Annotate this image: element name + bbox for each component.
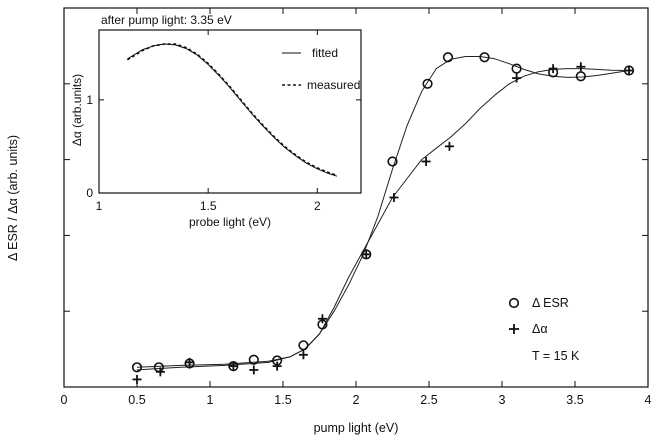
- main-x-tick-label: 3.5: [566, 393, 583, 407]
- esr-data-point: [442, 52, 454, 63]
- main-x-tick-label: 4: [645, 393, 652, 407]
- main-x-tick-label: 2: [353, 393, 360, 407]
- inset-x-axis-label: probe light (eV): [189, 215, 271, 229]
- inset-x-tick-labels: 1 1.5 2: [96, 199, 321, 213]
- alpha-data-point: [444, 141, 454, 151]
- inset-legend: fitted measured: [282, 46, 360, 92]
- alpha-data-point: [185, 357, 195, 367]
- alpha-fit-curve: [136, 68, 630, 371]
- main-x-tick-label: 0: [61, 393, 68, 407]
- inset-y-axis-label: Δα (arb.units): [70, 74, 84, 146]
- main-x-tick-label: 2.5: [420, 393, 437, 407]
- alpha-data-point: [298, 350, 308, 360]
- main-x-tick-label: 0.5: [128, 393, 145, 407]
- legend-label-alpha: Δα: [532, 322, 548, 336]
- main-y-axis-label: Δ ESR / Δα (arb. units): [6, 135, 20, 261]
- alpha-data-point: [228, 361, 238, 371]
- legend-marker-circle: [508, 297, 520, 309]
- main-legend: Δ ESR Δα: [508, 296, 569, 336]
- esr-data-point: [387, 156, 398, 167]
- alpha-data-point: [132, 374, 142, 384]
- inset-y-tick-label: 1: [86, 93, 93, 107]
- esr-data-point: [422, 78, 433, 89]
- esr-data-point: [575, 71, 586, 82]
- inset-x-tick-label: 1.5: [200, 199, 217, 213]
- alpha-data-point: [361, 249, 371, 259]
- legend-label-esr: Δ ESR: [532, 296, 569, 310]
- inset-ticks: [98, 30, 361, 194]
- esr-data-point: [248, 354, 259, 365]
- esr-data-point: [131, 362, 143, 373]
- inset-series-lines: [126, 43, 338, 177]
- inset-x-tick-label: 1: [96, 199, 103, 213]
- alpha-data-point: [155, 367, 165, 377]
- main-x-axis-label: pump light (eV): [314, 421, 399, 435]
- alpha-data-point: [512, 73, 522, 83]
- main-data-points: [131, 52, 635, 384]
- alpha-data-point: [548, 64, 558, 74]
- main-x-ticks: [63, 8, 649, 387]
- inset-title: after pump light: 3.35 eV: [101, 13, 232, 27]
- esr-data-point: [479, 52, 490, 63]
- alpha-data-point: [272, 361, 282, 371]
- inset-x-tick-label: 2: [314, 199, 321, 213]
- esr-data-point: [153, 362, 164, 373]
- inset-legend-fitted-label: fitted: [312, 46, 338, 60]
- esr-data-point: [511, 63, 522, 74]
- esr-data-point: [298, 340, 309, 351]
- inset-line-measured: [126, 43, 338, 177]
- alpha-data-point: [624, 66, 634, 76]
- inset-y-tick-label: 0: [86, 186, 93, 200]
- main-x-tick-label: 1.5: [274, 393, 291, 407]
- main-x-tick-label: 1: [207, 393, 214, 407]
- inset-background: [99, 30, 361, 193]
- alpha-data-point: [249, 365, 259, 375]
- inset-y-tick-labels: 01: [86, 93, 93, 200]
- main-x-tick-labels: 0 0.5 1 1.5 2 2.5 3 3.5 4: [61, 393, 652, 407]
- legend-marker-plus: [509, 324, 519, 334]
- inset-legend-measured-label: measured: [307, 78, 360, 92]
- alpha-data-point: [421, 156, 431, 166]
- alpha-data-point: [389, 193, 399, 202]
- main-y-ticks: [64, 83, 648, 312]
- main-x-tick-label: 3: [499, 393, 506, 407]
- inset-plot-frame: [98, 29, 362, 194]
- alpha-data-point: [576, 62, 586, 72]
- alpha-data-point: [317, 314, 327, 324]
- temperature-annotation: T = 15 K: [532, 349, 580, 363]
